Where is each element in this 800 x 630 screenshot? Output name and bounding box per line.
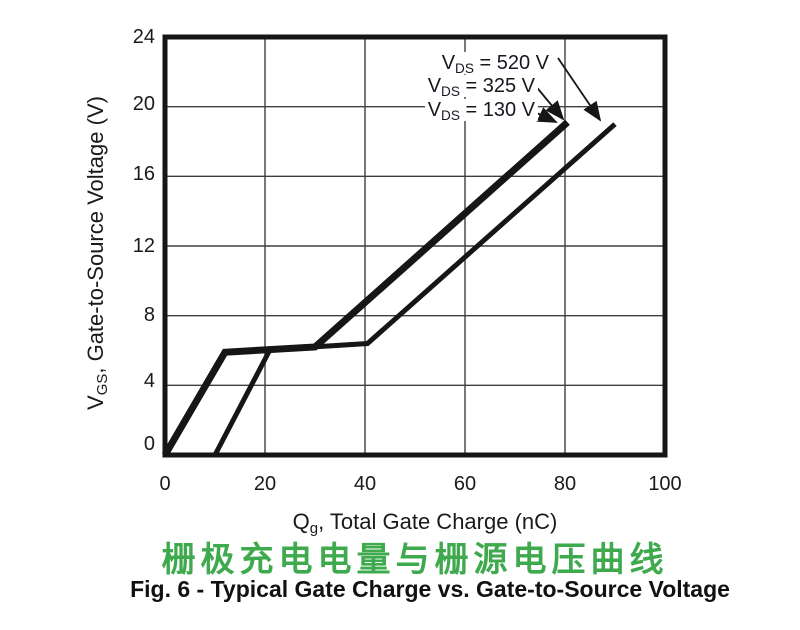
x-tick-label: 40 (353, 473, 377, 495)
y-axis-subscript: GS (94, 373, 112, 396)
figure-title-cn: 栅极充电电量与栅源电压曲线 (161, 541, 669, 579)
y-axis-text: , Gate-to-Source Voltage (V) (83, 96, 108, 374)
y-tick-label: 0 (143, 433, 155, 455)
annotation-symbol: V (427, 75, 442, 97)
x-tick-label: 20 (253, 473, 277, 495)
y-tick-label: 16 (132, 163, 155, 185)
figure-caption: Fig. 6 - Typical Gate Charge vs. Gate-to… (130, 576, 730, 602)
annotation-symbol: V (427, 99, 442, 121)
x-tick-label: 100 (648, 473, 682, 495)
y-tick-label: 24 (132, 26, 155, 48)
annotation-subscript: DS (455, 60, 474, 76)
vds-130-annotation: VDS = 130 V (424, 99, 538, 123)
x-axis-symbol: Q (292, 509, 310, 534)
y-tick-label: 12 (132, 235, 155, 257)
annotation-subscript: DS (441, 83, 460, 99)
x-axis-subscript: g (309, 520, 319, 538)
x-tick-label: 80 (553, 473, 577, 495)
x-tick-label: 60 (453, 473, 477, 495)
annotation-symbol: V (441, 52, 456, 74)
y-axis-symbol: V (83, 395, 108, 410)
y-axis-label: VGS, Gate-to-Source Voltage (V) (83, 96, 112, 410)
annotation-value: = 520 V (473, 52, 549, 74)
x-tick-label: 0 (159, 473, 171, 495)
x-axis-label: Qg, Total Gate Charge (nC) (25, 509, 800, 538)
y-tick-label: 8 (143, 304, 155, 326)
y-tick-label: 20 (132, 93, 155, 115)
annotation-value: = 130 V (459, 99, 535, 121)
y-tick-label: 4 (143, 370, 155, 392)
x-axis-text: , Total Gate Charge (nC) (318, 509, 558, 534)
annotation-subscript: DS (441, 107, 460, 123)
vds-520-annotation: VDS = 520 V (438, 52, 552, 76)
annotation-value: = 325 V (459, 75, 535, 97)
vds-325-annotation: VDS = 325 V (424, 75, 538, 99)
